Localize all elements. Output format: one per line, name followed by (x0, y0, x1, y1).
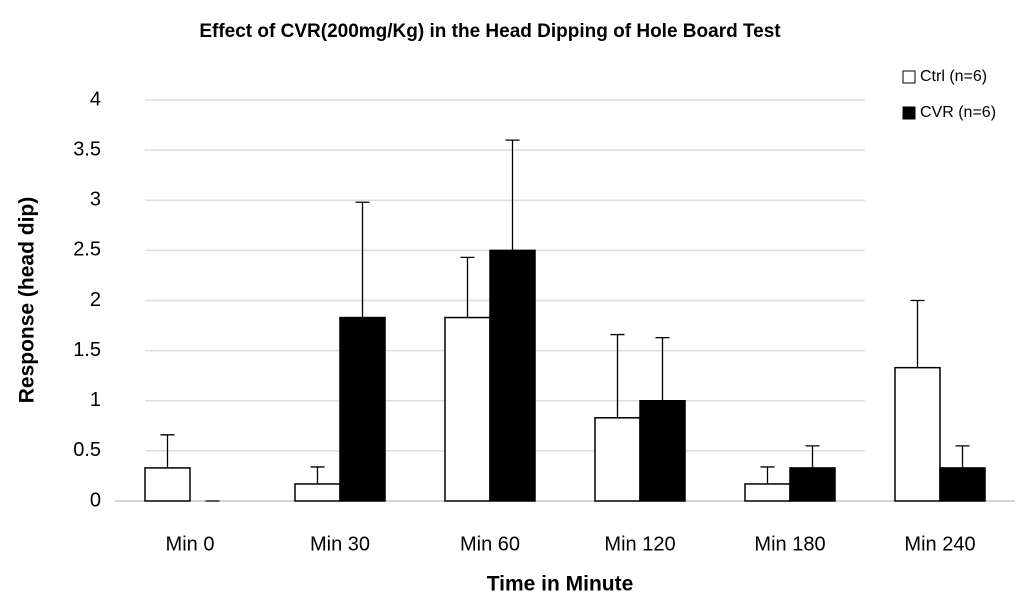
bar (294, 483, 341, 502)
legend-label: CVR (n=6) (920, 104, 996, 121)
chart-title: Effect of CVR(200mg/Kg) in the Head Dipp… (199, 21, 781, 42)
y-tick-label: 0.5 (73, 439, 101, 461)
error-bar (955, 445, 970, 468)
error-bar (310, 466, 325, 484)
x-tick-label: Min 120 (604, 533, 675, 555)
bar (444, 316, 491, 502)
bar (939, 467, 986, 502)
legend-swatch (902, 106, 916, 120)
bar (894, 366, 941, 502)
error-bar (160, 434, 175, 468)
bar (489, 249, 536, 502)
y-tick-label: 2.5 (73, 239, 101, 261)
bar (789, 467, 836, 502)
bar (339, 316, 386, 502)
y-tick-label: 3 (90, 189, 101, 211)
error-bar (355, 201, 370, 318)
legend-label: Ctrl (n=6) (920, 68, 987, 85)
y-tick-label: 4 (90, 88, 101, 110)
y-axis-title: Response (head dip) (16, 197, 39, 404)
x-axis-title: Time in Minute (487, 573, 634, 596)
error-bar (655, 336, 670, 401)
bar (594, 417, 641, 502)
error-bar (505, 139, 520, 251)
x-tick-label: Min 0 (166, 533, 215, 555)
y-tick-label: 2 (90, 289, 101, 311)
bar (144, 467, 191, 502)
error-bar (910, 299, 925, 368)
y-tick-label: 1 (90, 389, 101, 411)
x-tick-label: Min 240 (904, 533, 975, 555)
legend-swatch (902, 70, 916, 84)
error-bar (610, 333, 625, 418)
x-tick-label: Min 30 (310, 533, 370, 555)
bar (744, 483, 791, 502)
x-tick-label: Min 60 (460, 533, 520, 555)
error-bar (460, 256, 475, 318)
y-tick-label: 3.5 (73, 138, 101, 160)
bar (639, 400, 686, 502)
error-bar (760, 466, 775, 484)
y-tick-label: 0 (90, 489, 101, 511)
y-tick-label: 1.5 (73, 339, 101, 361)
x-tick-label: Min 180 (754, 533, 825, 555)
error-bar (805, 445, 820, 468)
